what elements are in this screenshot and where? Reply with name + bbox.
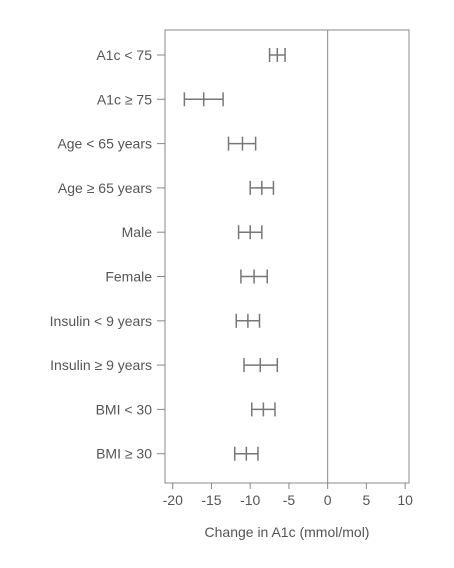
category-label: A1c < 75 bbox=[96, 47, 152, 63]
chart-marks: -20 -15 -10 -5 0 5 10 A1c < 75 A1c ≥ 75 Age < 65 … bbox=[50, 30, 413, 508]
category-label: Male bbox=[122, 224, 153, 240]
x-tick-label: 5 bbox=[362, 492, 370, 508]
x-tick-label: -5 bbox=[283, 492, 296, 508]
category-label: Age ≥ 65 years bbox=[58, 180, 152, 196]
category-label: Female bbox=[105, 269, 152, 285]
x-axis-label: Change in A1c (mmol/mol) bbox=[205, 524, 370, 540]
category-label: Insulin ≥ 9 years bbox=[50, 357, 152, 373]
x-tick-label: -10 bbox=[240, 492, 260, 508]
plot-frame bbox=[164, 29, 410, 484]
x-tick-label: -20 bbox=[163, 492, 183, 508]
category-label: A1c ≥ 75 bbox=[97, 91, 152, 107]
category-label: BMI ≥ 30 bbox=[96, 446, 152, 462]
category-label: Insulin < 9 years bbox=[50, 313, 152, 329]
x-tick-label: 0 bbox=[324, 492, 332, 508]
category-label: BMI < 30 bbox=[96, 401, 153, 417]
x-tick-label: -15 bbox=[201, 492, 221, 508]
category-label: Age < 65 years bbox=[57, 136, 152, 152]
x-tick-label: 10 bbox=[397, 492, 413, 508]
